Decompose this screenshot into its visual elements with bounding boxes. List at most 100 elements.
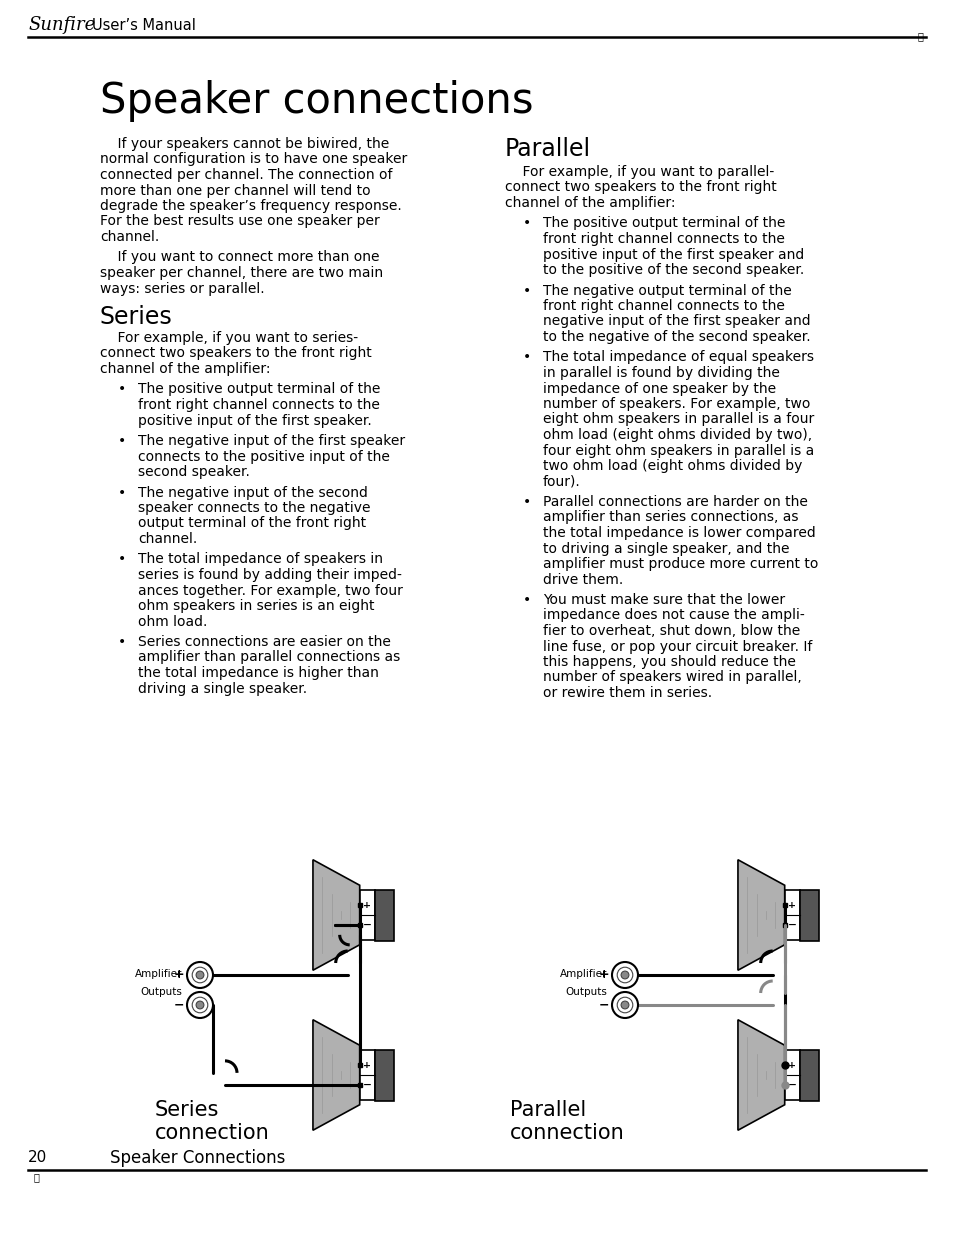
Text: The negative input of the first speaker: The negative input of the first speaker xyxy=(138,433,405,448)
Text: −: − xyxy=(173,999,184,1011)
Text: channel of the amplifier:: channel of the amplifier: xyxy=(100,362,271,375)
Text: Sunfire: Sunfire xyxy=(28,16,95,35)
Bar xyxy=(800,1050,818,1100)
Text: +: + xyxy=(363,1061,371,1070)
Text: +: + xyxy=(787,1061,796,1070)
Text: negative input of the first speaker and: negative input of the first speaker and xyxy=(542,315,810,329)
Text: ohm speakers in series is an eight: ohm speakers in series is an eight xyxy=(138,599,375,613)
Text: For the best results use one speaker per: For the best results use one speaker per xyxy=(100,215,379,228)
Text: Series connections are easier on the: Series connections are easier on the xyxy=(138,635,391,650)
Text: +: + xyxy=(787,900,796,910)
Text: The positive output terminal of the: The positive output terminal of the xyxy=(138,383,380,396)
Text: The negative input of the second: The negative input of the second xyxy=(138,485,368,499)
Circle shape xyxy=(196,971,204,979)
Text: connect two speakers to the front right: connect two speakers to the front right xyxy=(504,180,776,194)
Polygon shape xyxy=(313,1020,359,1130)
Circle shape xyxy=(196,1002,204,1009)
Text: +: + xyxy=(598,968,608,982)
Text: •: • xyxy=(522,351,531,364)
Bar xyxy=(800,889,818,941)
Text: •: • xyxy=(522,495,531,509)
Text: amplifier than parallel connections as: amplifier than parallel connections as xyxy=(138,651,400,664)
Text: You must make sure that the lower: You must make sure that the lower xyxy=(542,593,784,606)
Text: front right channel connects to the: front right channel connects to the xyxy=(542,232,784,246)
Text: positive input of the first speaker and: positive input of the first speaker and xyxy=(542,247,803,262)
Circle shape xyxy=(192,967,208,983)
Text: +: + xyxy=(173,968,184,982)
Text: amplifier must produce more current to: amplifier must produce more current to xyxy=(542,557,818,571)
Text: For example, if you want to series-: For example, if you want to series- xyxy=(100,331,357,345)
Polygon shape xyxy=(313,860,359,971)
Text: impedance of one speaker by the: impedance of one speaker by the xyxy=(542,382,776,395)
Text: 20: 20 xyxy=(28,1151,48,1166)
Text: positive input of the first speaker.: positive input of the first speaker. xyxy=(138,414,372,427)
Text: speaker connects to the negative: speaker connects to the negative xyxy=(138,501,370,515)
Circle shape xyxy=(612,992,638,1018)
Text: the total impedance is higher than: the total impedance is higher than xyxy=(138,666,378,680)
Circle shape xyxy=(620,971,628,979)
Text: this happens, you should reduce the: this happens, you should reduce the xyxy=(542,655,795,669)
Text: −: − xyxy=(787,1079,796,1089)
Text: four).: four). xyxy=(542,474,580,489)
Polygon shape xyxy=(738,860,784,971)
Text: If your speakers cannot be biwired, the: If your speakers cannot be biwired, the xyxy=(100,137,389,151)
Text: Series: Series xyxy=(100,305,172,329)
Text: −: − xyxy=(787,920,796,930)
Text: •: • xyxy=(522,593,531,606)
Text: +: + xyxy=(363,900,371,910)
Text: ✱: ✱ xyxy=(916,32,922,42)
Text: The positive output terminal of the: The positive output terminal of the xyxy=(542,216,784,231)
Text: User’s Manual: User’s Manual xyxy=(91,17,195,32)
Text: more than one per channel will tend to: more than one per channel will tend to xyxy=(100,184,370,198)
Text: •: • xyxy=(118,635,126,650)
Text: to the positive of the second speaker.: to the positive of the second speaker. xyxy=(542,263,803,277)
Text: Amplifier: Amplifier xyxy=(134,969,182,979)
Text: Outputs: Outputs xyxy=(564,987,606,997)
Text: For example, if you want to parallel-: For example, if you want to parallel- xyxy=(504,165,774,179)
Text: −: − xyxy=(598,999,608,1011)
Bar xyxy=(784,890,800,940)
Circle shape xyxy=(617,967,632,983)
Text: the total impedance is lower compared: the total impedance is lower compared xyxy=(542,526,815,540)
Text: channel.: channel. xyxy=(100,230,159,245)
Text: Outputs: Outputs xyxy=(140,987,182,997)
Circle shape xyxy=(620,1002,628,1009)
Bar xyxy=(359,1050,375,1099)
Text: impedance does not cause the ampli-: impedance does not cause the ampli- xyxy=(542,609,804,622)
Text: number of speakers wired in parallel,: number of speakers wired in parallel, xyxy=(542,671,801,684)
Circle shape xyxy=(617,997,632,1013)
Text: fier to overheat, shut down, blow the: fier to overheat, shut down, blow the xyxy=(542,624,800,638)
Text: degrade the speaker’s frequency response.: degrade the speaker’s frequency response… xyxy=(100,199,401,212)
Text: line fuse, or pop your circuit breaker. If: line fuse, or pop your circuit breaker. … xyxy=(542,640,812,653)
Bar xyxy=(359,890,375,940)
Text: ✱: ✱ xyxy=(33,1173,39,1182)
Text: Amplifier: Amplifier xyxy=(559,969,606,979)
Text: four eight ohm speakers in parallel is a: four eight ohm speakers in parallel is a xyxy=(542,443,814,457)
Text: •: • xyxy=(118,383,126,396)
Circle shape xyxy=(187,992,213,1018)
Text: Parallel
connection: Parallel connection xyxy=(510,1100,624,1144)
Text: Speaker Connections: Speaker Connections xyxy=(110,1149,285,1167)
Text: •: • xyxy=(118,433,126,448)
Text: connect two speakers to the front right: connect two speakers to the front right xyxy=(100,347,372,361)
Text: Series
connection: Series connection xyxy=(154,1100,270,1144)
Text: two ohm load (eight ohms divided by: two ohm load (eight ohms divided by xyxy=(542,459,801,473)
Bar xyxy=(375,1050,394,1100)
Text: •: • xyxy=(118,552,126,567)
Text: connected per channel. The connection of: connected per channel. The connection of xyxy=(100,168,392,182)
Text: driving a single speaker.: driving a single speaker. xyxy=(138,682,307,695)
Text: to driving a single speaker, and the: to driving a single speaker, and the xyxy=(542,541,789,556)
Text: amplifier than series connections, as: amplifier than series connections, as xyxy=(542,510,798,525)
Text: ways: series or parallel.: ways: series or parallel. xyxy=(100,282,264,295)
Text: channel of the amplifier:: channel of the amplifier: xyxy=(504,196,675,210)
Text: eight ohm speakers in parallel is a four: eight ohm speakers in parallel is a four xyxy=(542,412,814,426)
Text: −: − xyxy=(362,920,372,930)
Text: If you want to connect more than one: If you want to connect more than one xyxy=(100,251,379,264)
Text: front right channel connects to the: front right channel connects to the xyxy=(138,398,379,412)
Text: second speaker.: second speaker. xyxy=(138,466,250,479)
Bar xyxy=(375,889,394,941)
Text: number of speakers. For example, two: number of speakers. For example, two xyxy=(542,396,809,411)
Circle shape xyxy=(612,962,638,988)
Bar xyxy=(784,1050,800,1099)
Text: Parallel connections are harder on the: Parallel connections are harder on the xyxy=(542,495,807,509)
